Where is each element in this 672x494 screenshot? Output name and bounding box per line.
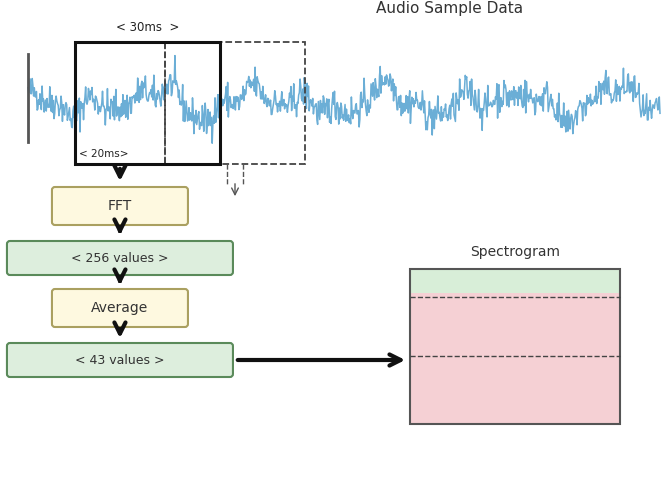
Text: < 256 values >: < 256 values > [71,251,169,264]
Text: < 43 values >: < 43 values > [75,354,165,367]
Text: < 20ms>: < 20ms> [79,149,128,159]
FancyBboxPatch shape [52,187,188,225]
Text: Average: Average [91,301,149,315]
FancyBboxPatch shape [7,241,233,275]
Bar [410,269,620,293]
Bar [410,269,620,424]
Bar [410,293,620,424]
Text: Spectrogram: Spectrogram [470,245,560,259]
FancyBboxPatch shape [7,343,233,377]
Text: FFT: FFT [108,199,132,213]
Text: Audio Sample Data: Audio Sample Data [376,1,523,16]
FancyBboxPatch shape [52,289,188,327]
Text: < 30ms  >: < 30ms > [116,21,179,34]
